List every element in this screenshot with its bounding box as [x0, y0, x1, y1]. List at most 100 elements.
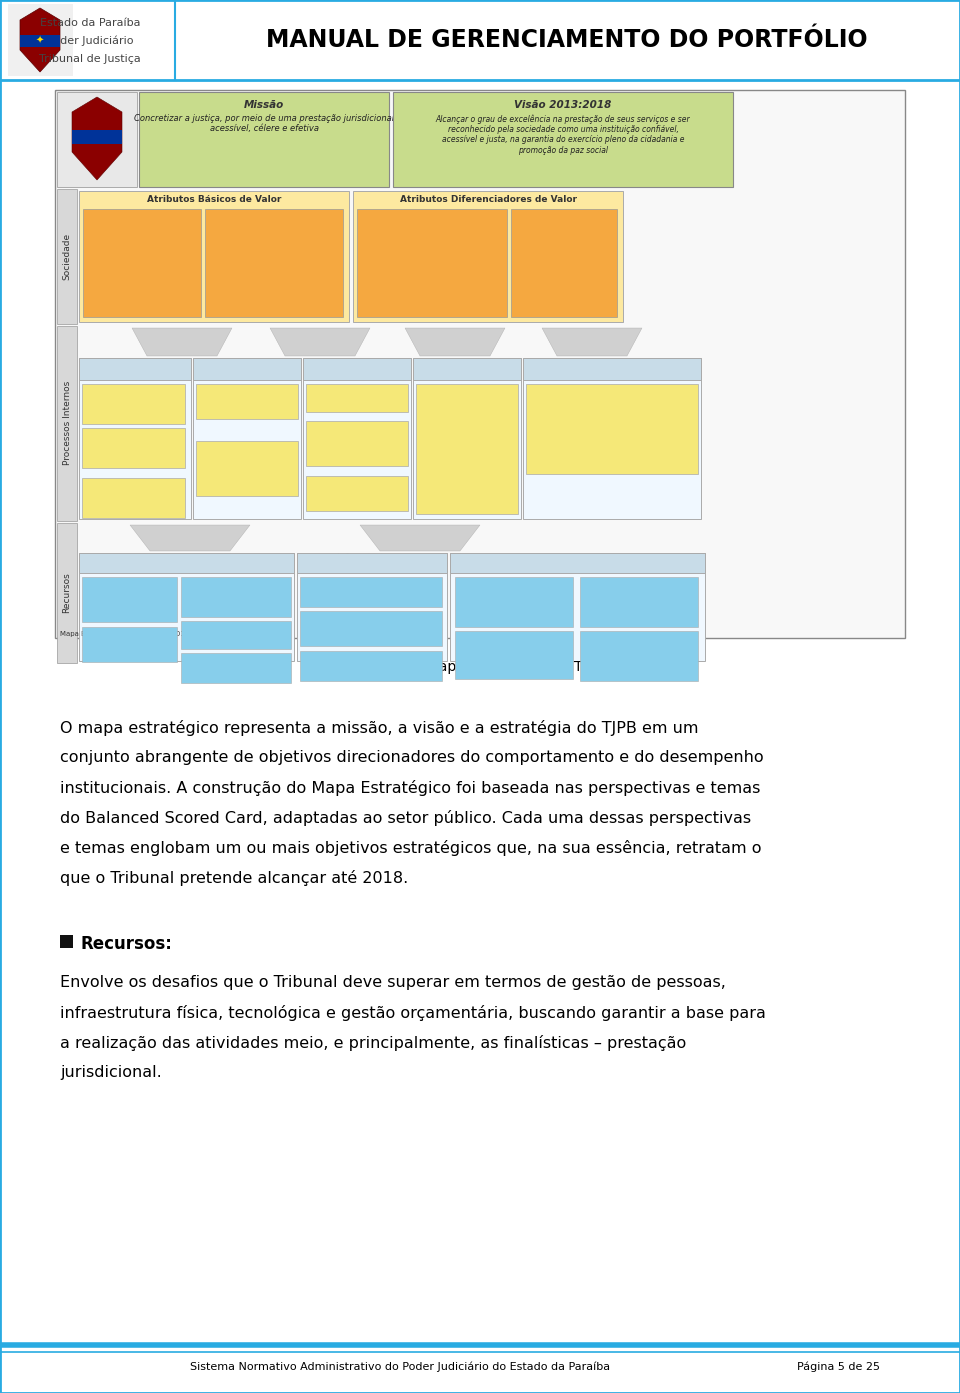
Polygon shape [542, 327, 642, 357]
Bar [57, 522, 77, 663]
Text: ✦: ✦ [36, 36, 44, 46]
Text: jurisdicional.: jurisdicional. [60, 1066, 161, 1080]
Text: Alinhamento e
Integração: Alinhamento e Integração [436, 359, 498, 379]
Text: a realização das atividades meio, e principalmente, as finalísticas – prestação: a realização das atividades meio, e prin… [60, 1035, 686, 1050]
Text: - Celeridade
- Modernidade
- Acessibilidade
- Transparência
- Credibilidade: - Celeridade - Modernidade - Acessibilid… [87, 213, 147, 265]
Bar [72, 130, 122, 143]
Text: 18. Garantir o acesso à Justiça: 18. Garantir o acesso à Justiça [309, 396, 405, 401]
Polygon shape [360, 525, 480, 552]
Text: - Responsabilidade social e
  Ambiental
- Imparcialidade
- Ética
- Probidade: - Responsabilidade social e Ambiental - … [209, 213, 313, 263]
Bar [181, 577, 291, 617]
Text: Infraestrutura e
Tecnologia: Infraestrutura e Tecnologia [337, 553, 407, 573]
Polygon shape [270, 327, 370, 357]
Text: - Comprometimento
- Serviços de qualidade
- Justiça humanizada
- Impacto social
: - Comprometimento - Serviços de qualidad… [361, 213, 450, 263]
Bar [353, 191, 623, 322]
Text: Visão 2013:2018: Visão 2013:2018 [515, 100, 612, 110]
Bar [413, 358, 521, 380]
Bar [79, 553, 294, 662]
Bar [8, 4, 73, 77]
Text: Figura 1 – Mapa Estratégico do TJPB: Figura 1 – Mapa Estratégico do TJPB [355, 660, 605, 674]
Bar [297, 553, 447, 662]
Bar [193, 358, 301, 380]
Text: 11. Garantir a adequação
da infraestrutura
tecnológica: 11. Garantir a adequação da infraestrutu… [335, 620, 407, 637]
Bar [393, 92, 733, 187]
Text: Atributos Diferenciadores de Valor: Atributos Diferenciadores de Valor [399, 195, 577, 203]
Text: 1. Minimizar perdas no
recolhimento de
emolumentos via
melhoria do controle: 1. Minimizar perdas no recolhimento de e… [484, 591, 544, 613]
Text: 4. Assegurar os recursos
orçamentários e
extraorçamentários
necessários à realiz: 4. Assegurar os recursos orçamentários e… [607, 641, 672, 671]
Text: 14. Promover a
uniformização e a melhoria
continua de políticas e
rotina: 14. Promover a uniformização e a melhori… [90, 436, 176, 460]
Bar [523, 358, 701, 520]
Polygon shape [72, 98, 122, 180]
Bar [79, 358, 191, 380]
Text: 7. Prover ambiente de trabalho
desafiador, motivador e de
valorização dos servid: 7. Prover ambiente de trabalho desafiado… [193, 586, 279, 609]
Bar [303, 358, 411, 520]
Text: Gestão de Pessoas: Gestão de Pessoas [145, 559, 227, 567]
Bar [196, 384, 298, 419]
Text: Estado da Paraíba: Estado da Paraíba [39, 18, 140, 28]
Bar [83, 209, 201, 318]
Bar [181, 621, 291, 649]
Bar [306, 384, 408, 412]
Bar [0, 0, 960, 79]
Bar [20, 35, 60, 47]
Bar [60, 935, 73, 949]
Bar [416, 384, 518, 514]
Text: - Igualdade: - Igualdade [515, 213, 559, 221]
Text: Missão: Missão [244, 100, 284, 110]
Bar [413, 358, 521, 520]
Text: 8. Garantir a segurança dos
servidores e magistrados: 8. Garantir a segurança dos servidores e… [198, 630, 275, 641]
Text: Processos Internos: Processos Internos [62, 380, 71, 465]
Bar [580, 577, 698, 627]
Text: Atributos Básicos de Valor: Atributos Básicos de Valor [147, 195, 281, 203]
Text: MANUAL DE GERENCIAMENTO DO PORTFÓLIO: MANUAL DE GERENCIAMENTO DO PORTFÓLIO [266, 28, 868, 52]
Bar [82, 577, 177, 623]
Text: Eficiência Operacional: Eficiência Operacional [86, 364, 183, 373]
Text: Envolve os desafios que o Tribunal deve superar em termos de gestão de pessoas,: Envolve os desafios que o Tribunal deve … [60, 975, 726, 990]
Bar [82, 384, 185, 423]
Bar [82, 627, 177, 662]
Bar [523, 358, 701, 380]
Bar [300, 612, 442, 646]
Bar [57, 92, 137, 187]
Text: e temas englobam um ou mais objetivos estratégicos que, na sua essência, retrata: e temas englobam um ou mais objetivos es… [60, 840, 761, 857]
Text: 16. Promover a cidadania: 16. Promover a cidadania [206, 398, 287, 404]
Text: Atuação
Institucional: Atuação Institucional [585, 359, 639, 379]
Bar [511, 209, 617, 318]
Bar [79, 553, 294, 573]
Bar [139, 92, 389, 187]
Text: 10. Garantir a adequação
tecnológica: 10. Garantir a adequação tecnológica [335, 586, 407, 598]
Text: Acesso ao Sistema de
Justiça: Acesso ao Sistema de Justiça [310, 359, 404, 379]
Bar [306, 476, 408, 511]
Bar [181, 653, 291, 683]
Bar [297, 553, 447, 573]
Bar [82, 428, 185, 468]
Polygon shape [130, 525, 250, 552]
Text: 5. Capacitar pessoas e
desenvolver
competências: 5. Capacitar pessoas e desenvolver compe… [98, 591, 160, 607]
Text: Concretizar a justiça, por meio de uma prestação jurisdicional
acessível, célere: Concretizar a justiça, por meio de uma p… [134, 114, 394, 134]
Bar [580, 631, 698, 681]
Bar [79, 358, 191, 520]
Bar [193, 358, 301, 520]
Text: conjunto abrangente de objetivos direcionadores do comportamento e do desempenho: conjunto abrangente de objetivos direcio… [60, 749, 763, 765]
Text: Sistema Normativo Administrativo do Poder Judiciário do Estado da Paraíba: Sistema Normativo Administrativo do Pode… [190, 1362, 610, 1372]
Text: 3. Promover a busca e
efetivação de novas
fontes de receitas: 3. Promover a busca e efetivação de nova… [610, 593, 668, 610]
Bar [455, 577, 573, 627]
Text: Orçamento: Orçamento [553, 559, 601, 567]
Text: que o Tribunal pretende alcançar até 2018.: que o Tribunal pretende alcançar até 201… [60, 871, 408, 886]
Text: Página 5 de 25: Página 5 de 25 [797, 1362, 880, 1372]
Bar [455, 631, 573, 678]
Polygon shape [132, 327, 232, 357]
Text: 22. Intensificar e aprimorar a
comunicação (interna e
externa): 22. Intensificar e aprimorar a comunicaç… [566, 421, 660, 437]
Bar [357, 209, 507, 318]
Text: do Balanced Scored Card, adaptadas ao setor público. Cada uma dessas perspectiva: do Balanced Scored Card, adaptadas ao se… [60, 809, 751, 826]
Text: 6. Promover a retenção e
a disseminação do
conhecimento: 6. Promover a retenção e a disseminação … [94, 635, 164, 652]
Text: Responsabilidade
Social: Responsabilidade Social [208, 359, 285, 379]
Text: 13. Otimizar a
produtividade e o uso de
recursos: 13. Otimizar a produtividade e o uso de … [94, 396, 172, 412]
Bar [306, 421, 408, 467]
Bar [55, 91, 905, 638]
Bar [303, 358, 411, 380]
Bar [300, 651, 442, 681]
Text: Recursos: Recursos [62, 573, 71, 613]
Bar [450, 553, 705, 573]
Bar [82, 478, 185, 518]
